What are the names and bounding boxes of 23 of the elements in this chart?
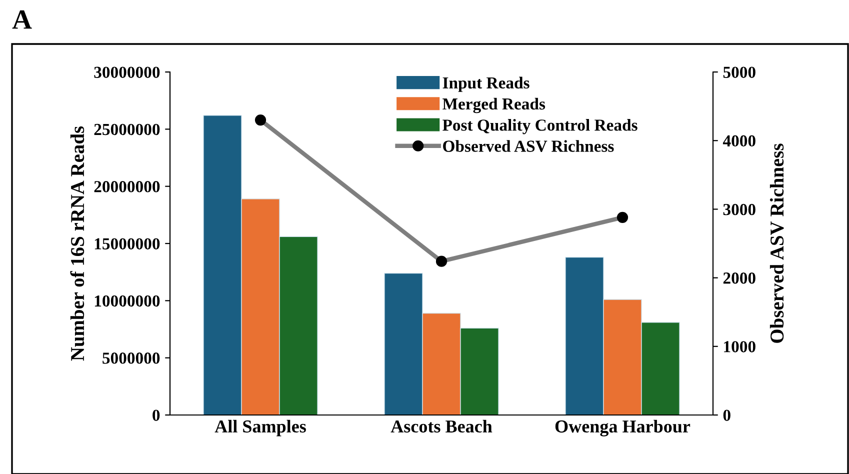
x-tick-label: Ascots Beach: [390, 420, 492, 433]
y-tick-label: 10000000: [94, 295, 160, 307]
x-tick-label: Owenga Harbour: [555, 420, 690, 436]
legend-label: Input Reads: [442, 76, 530, 92]
y2-axis-title: Observed ASV Richness: [770, 144, 784, 343]
y-tick-label: 0: [152, 410, 160, 421]
y2-tick-label: 2000: [723, 272, 756, 284]
y2-tick-label: 4000: [722, 135, 756, 147]
legend-label: Merged Reads: [442, 98, 546, 114]
y-tick-label: 15000000: [94, 238, 160, 250]
y2-tick-label: 0: [723, 410, 730, 421]
legend-label: Observed ASV Richness: [443, 140, 614, 152]
text: A: [12, 10, 32, 29]
x-tick-label: All Samples: [214, 420, 306, 436]
y-tick-label: 5000000: [102, 352, 160, 364]
y-axis-title: Number of 16S rRNA Reads: [70, 126, 84, 361]
legend-label: Post Quality Control Reads: [442, 119, 638, 134]
y2-tick-label: 3000: [723, 204, 756, 216]
y-tick-label: 20000000: [94, 181, 160, 192]
y-tick-label: 30000000: [94, 66, 160, 78]
y2-tick-label: 5000: [723, 66, 756, 78]
y2-tick-label: 1000: [724, 341, 756, 352]
y-tick-label: 25000000: [94, 124, 160, 136]
